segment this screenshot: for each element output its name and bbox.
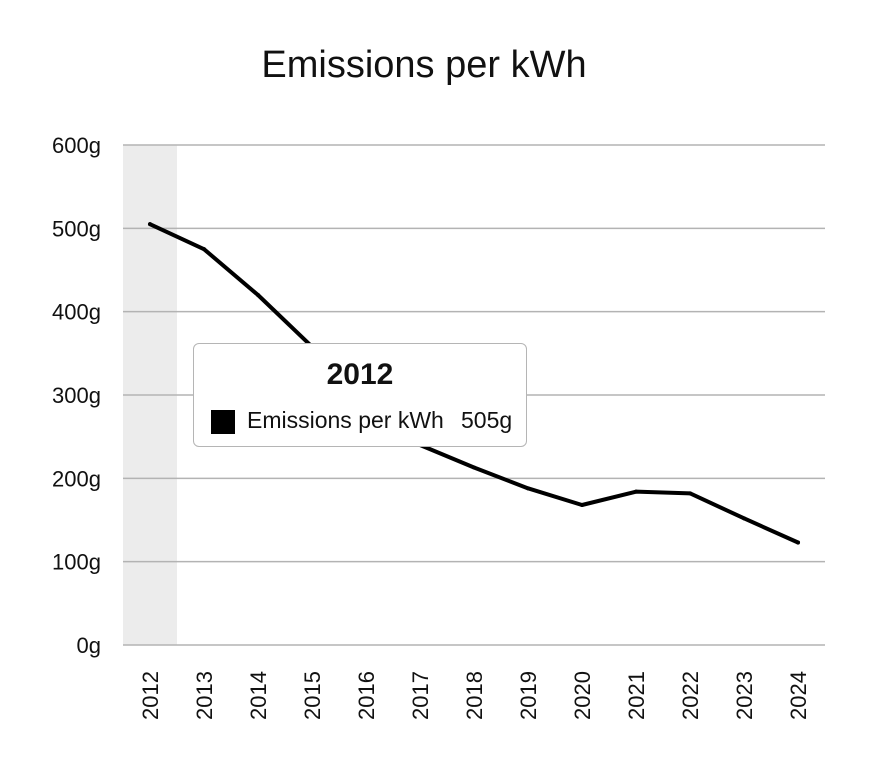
data-point [796,540,800,545]
x-tick-label: 2018 [462,671,487,720]
y-tick-label: 400g [52,300,101,325]
data-point [256,293,260,297]
chart-title: Emissions per kWh [261,44,587,86]
x-tick-label: 2016 [354,671,379,720]
tooltip-title: 2012 [326,358,394,391]
data-point [688,491,692,496]
tooltip-series-swatch [211,410,235,434]
tooltip: 2012 Emissions per kWh 505g [193,343,527,447]
y-tick-label: 100g [52,550,101,575]
tooltip-series-name: Emissions per kWh [247,407,444,433]
data-point [580,503,584,507]
x-tick-label: 2020 [570,671,595,720]
y-tick-label: 500g [52,216,101,241]
y-tick-label: 200g [52,466,101,491]
x-tick-label: 2014 [246,671,271,720]
tooltip-value: 505g [461,407,513,433]
x-tick-label: 2012 [138,671,163,720]
data-point [526,486,530,491]
x-tick-label: 2019 [516,671,541,720]
y-tick-label: 300g [52,383,101,408]
data-point [634,489,638,494]
x-tick-label: 2021 [624,671,649,720]
x-tick-label: 2023 [732,671,757,720]
x-tick-label: 2024 [786,671,811,720]
x-tick-label: 2017 [408,671,433,720]
y-tick-label: 0g [77,633,101,658]
x-tick-label: 2013 [192,671,217,720]
data-point [742,516,746,521]
x-tick-label: 2015 [300,671,325,720]
data-point [202,247,206,252]
y-tick-label: 600g [52,133,101,158]
x-tick-label: 2022 [678,671,703,720]
data-point [148,222,152,227]
data-point [472,465,476,470]
